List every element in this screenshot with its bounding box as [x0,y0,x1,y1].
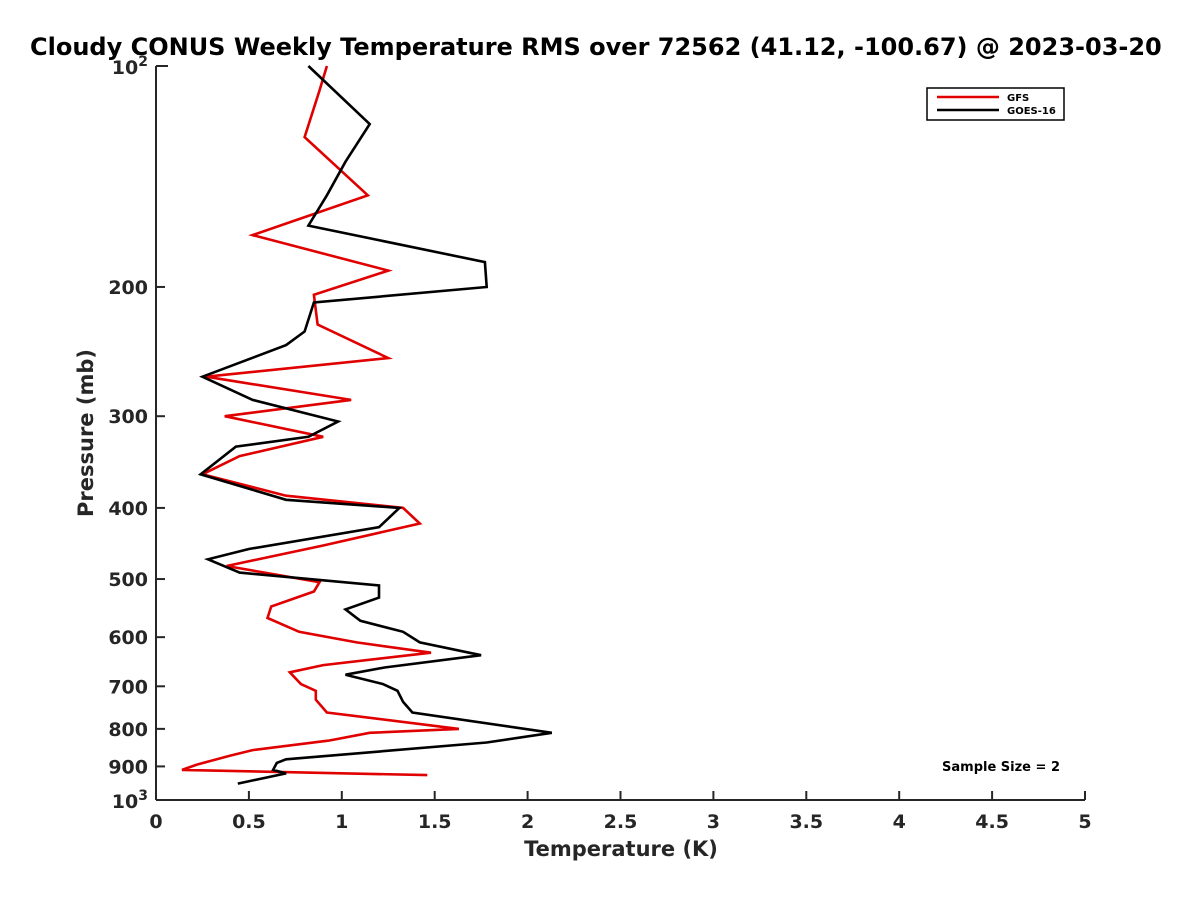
x-tick-label: 4.5 [975,811,1009,833]
x-tick-label: 1.5 [418,811,452,833]
x-tick-label: 0.5 [232,811,266,833]
y-axis-label: Pressure (mb) [74,349,98,517]
axes-layer: 0 0.5 1 1.5 2 2.5 3 3.5 4 4.5 5 200 300 400 500 600 700 8… [108,54,1091,833]
y-tick-label: 800 [108,719,148,741]
y-decade-label: 102 [112,54,148,79]
legend-entry-label: GFS [1007,93,1029,104]
x-tick-label: 2 [521,811,534,833]
x-tick-label: 1 [335,811,348,833]
x-tick-label: 5 [1078,811,1091,833]
series-layer [181,65,552,785]
y-tick-label: 400 [108,498,148,520]
sample-size-annotation: Sample Size = 2 [942,760,1060,775]
y-tick-label: 500 [108,569,148,591]
x-axis-label: Temperature (K) [524,837,718,861]
y-tick-label: 300 [108,406,148,428]
legend-box [926,87,1065,121]
y-tick-label: 600 [108,627,148,649]
plot-area: 0 0.5 1 1.5 2 2.5 3 3.5 4 4.5 5 200 300 400 500 600 700 8… [108,54,1091,833]
y-tick-label: 200 [108,277,148,299]
y-tick-label: 700 [108,676,148,698]
x-tick-label: 0 [149,811,162,833]
x-tick-label: 2.5 [604,811,638,833]
x-tick-label: 3.5 [789,811,823,833]
series-line-gfs [181,65,460,777]
y-tick-label: 900 [108,756,148,778]
x-tick-label: 4 [893,811,906,833]
series-line-goes-16 [197,65,552,785]
legend: GFS GOES-16 [926,87,1065,121]
legend-entry-label: GOES-16 [1007,106,1056,117]
chart-title: Cloudy CONUS Weekly Temperature RMS over… [30,33,1162,61]
x-tick-label: 3 [707,811,720,833]
y-decade-label: 103 [112,788,148,813]
